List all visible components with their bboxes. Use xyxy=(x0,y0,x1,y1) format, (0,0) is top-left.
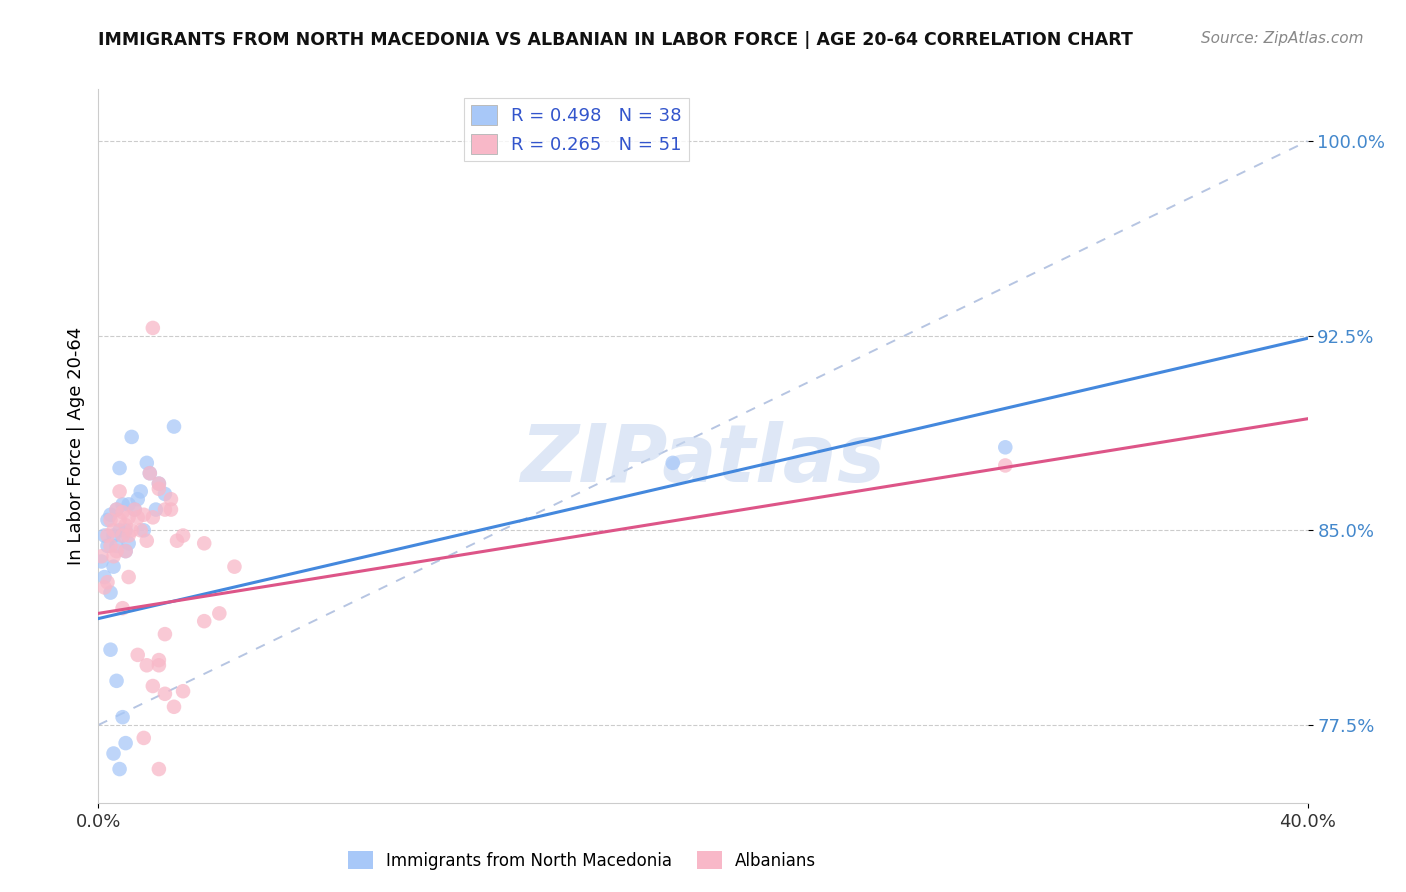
Point xyxy=(153,487,176,501)
Point xyxy=(145,502,167,516)
Point xyxy=(148,762,170,776)
Point xyxy=(114,544,136,558)
Point xyxy=(90,554,112,568)
Point xyxy=(132,524,155,538)
Point xyxy=(208,607,231,621)
Point xyxy=(148,482,170,496)
Legend: Immigrants from North Macedonia, Albanians: Immigrants from North Macedonia, Albania… xyxy=(342,845,823,877)
Point xyxy=(111,710,134,724)
Point xyxy=(114,544,136,558)
Point xyxy=(105,539,128,553)
Point xyxy=(108,762,131,776)
Point xyxy=(994,440,1017,454)
Point xyxy=(100,513,122,527)
Point xyxy=(103,559,125,574)
Point xyxy=(100,508,122,522)
Point xyxy=(160,502,183,516)
Point xyxy=(118,528,141,542)
Point xyxy=(103,524,125,538)
Point xyxy=(135,456,157,470)
Point xyxy=(142,679,165,693)
Point xyxy=(132,508,155,522)
Point xyxy=(994,458,1017,473)
Point xyxy=(96,575,118,590)
Point xyxy=(100,585,122,599)
Point xyxy=(127,648,149,662)
Point xyxy=(111,601,134,615)
Point xyxy=(121,524,143,538)
Point xyxy=(118,536,141,550)
Point xyxy=(127,510,149,524)
Point xyxy=(90,549,112,564)
Point xyxy=(121,430,143,444)
Point xyxy=(160,492,183,507)
Point xyxy=(100,539,122,553)
Point xyxy=(118,510,141,524)
Point xyxy=(148,476,170,491)
Point xyxy=(114,518,136,533)
Point xyxy=(105,673,128,688)
Point xyxy=(127,492,149,507)
Text: IMMIGRANTS FROM NORTH MACEDONIA VS ALBANIAN IN LABOR FORCE | AGE 20-64 CORRELATI: IMMIGRANTS FROM NORTH MACEDONIA VS ALBAN… xyxy=(98,31,1133,49)
Point xyxy=(193,536,215,550)
Point xyxy=(153,687,176,701)
Point xyxy=(114,524,136,538)
Point xyxy=(111,497,134,511)
Point xyxy=(153,502,176,516)
Point xyxy=(103,528,125,542)
Point xyxy=(172,528,194,542)
Point xyxy=(661,456,683,470)
Point xyxy=(139,467,162,481)
Point xyxy=(105,502,128,516)
Point xyxy=(153,627,176,641)
Point xyxy=(93,581,115,595)
Point xyxy=(111,528,134,542)
Point xyxy=(124,502,146,516)
Point xyxy=(163,699,186,714)
Point xyxy=(96,528,118,542)
Y-axis label: In Labor Force | Age 20-64: In Labor Force | Age 20-64 xyxy=(66,326,84,566)
Point xyxy=(172,684,194,698)
Point xyxy=(166,533,188,548)
Point xyxy=(132,731,155,745)
Point xyxy=(103,549,125,564)
Point xyxy=(100,642,122,657)
Point xyxy=(148,476,170,491)
Point xyxy=(129,524,152,538)
Point xyxy=(139,467,162,481)
Point xyxy=(129,484,152,499)
Text: Source: ZipAtlas.com: Source: ZipAtlas.com xyxy=(1201,31,1364,46)
Text: ZIPatlas: ZIPatlas xyxy=(520,421,886,500)
Point xyxy=(114,736,136,750)
Point xyxy=(108,484,131,499)
Point xyxy=(224,559,246,574)
Point xyxy=(135,658,157,673)
Point xyxy=(108,513,131,527)
Point xyxy=(193,614,215,628)
Point xyxy=(148,658,170,673)
Point xyxy=(163,419,186,434)
Point xyxy=(142,510,165,524)
Point xyxy=(108,461,131,475)
Point xyxy=(111,528,134,542)
Point xyxy=(103,747,125,761)
Point xyxy=(148,653,170,667)
Point xyxy=(111,505,134,519)
Point xyxy=(93,528,115,542)
Point xyxy=(105,544,128,558)
Point xyxy=(108,524,131,538)
Point xyxy=(118,570,141,584)
Point xyxy=(142,321,165,335)
Point xyxy=(96,539,118,553)
Point xyxy=(124,502,146,516)
Point xyxy=(118,497,141,511)
Point xyxy=(96,513,118,527)
Point xyxy=(135,533,157,548)
Point xyxy=(93,570,115,584)
Point xyxy=(105,502,128,516)
